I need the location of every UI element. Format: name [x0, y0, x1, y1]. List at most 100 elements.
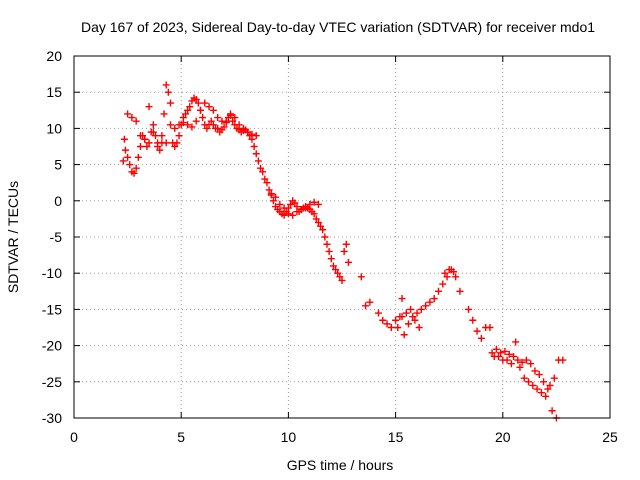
data-point [443, 273, 451, 281]
data-point [252, 150, 260, 158]
data-point [124, 153, 132, 161]
y-tick-label: -15 [42, 301, 62, 317]
data-point [201, 99, 209, 107]
data-point [156, 146, 164, 154]
data-point [186, 103, 194, 111]
data-point [181, 110, 189, 118]
data-point [149, 128, 157, 136]
data-point [392, 316, 400, 324]
grid [74, 56, 610, 418]
data-point [434, 287, 442, 295]
data-point [486, 324, 494, 331]
data-point [280, 211, 288, 219]
y-tick-label: 20 [46, 48, 62, 64]
data-point [402, 309, 410, 317]
data-point [134, 153, 142, 161]
data-point [254, 157, 262, 165]
data-points [119, 81, 567, 422]
data-point [510, 352, 518, 360]
data-point [214, 124, 222, 132]
data-point [417, 305, 425, 313]
data-point [527, 360, 535, 368]
data-point [559, 356, 567, 364]
x-tick-label: 0 [70, 429, 78, 445]
data-point [540, 378, 548, 386]
data-point [449, 268, 457, 276]
data-point [250, 143, 258, 150]
data-point [314, 219, 322, 227]
data-point [488, 349, 496, 357]
data-point [321, 233, 329, 241]
data-point [387, 324, 395, 331]
data-point [166, 99, 174, 107]
data-point [501, 347, 509, 355]
data-point [209, 121, 217, 129]
data-point [497, 349, 505, 357]
data-point [261, 175, 269, 183]
data-point [357, 273, 365, 281]
data-point [310, 210, 318, 218]
data-point [280, 204, 288, 212]
data-point [171, 124, 179, 132]
data-point [411, 316, 419, 324]
data-point [531, 367, 539, 375]
data-point [229, 117, 237, 125]
data-point [334, 269, 342, 277]
data-point [514, 356, 522, 364]
data-point [239, 124, 247, 132]
data-point [317, 222, 325, 230]
data-point [227, 110, 235, 118]
data-point [430, 295, 438, 303]
y-tick-label: -30 [42, 410, 62, 426]
data-point [415, 324, 423, 331]
x-tick-label: 25 [602, 429, 618, 445]
data-point [306, 200, 314, 208]
data-point [120, 135, 128, 143]
data-point [407, 305, 415, 313]
data-point [469, 316, 477, 324]
data-point [119, 157, 127, 165]
data-point [319, 226, 327, 234]
data-point [205, 103, 213, 111]
data-point [130, 169, 138, 177]
data-point [143, 143, 151, 150]
data-point [544, 385, 552, 393]
data-point [495, 352, 503, 360]
data-point [207, 117, 215, 125]
data-point [124, 110, 132, 118]
data-point [128, 114, 136, 122]
data-point [145, 139, 153, 147]
data-point [297, 205, 305, 213]
data-point [492, 345, 500, 353]
data-point [171, 143, 179, 150]
y-tick-label: -5 [50, 229, 63, 245]
data-point [132, 117, 140, 125]
data-point [325, 247, 333, 255]
data-point [293, 208, 301, 216]
data-point [257, 164, 265, 172]
data-point [231, 114, 239, 122]
data-point [248, 130, 256, 138]
data-point [537, 389, 545, 397]
data-point [362, 302, 370, 310]
data-point [310, 198, 318, 206]
data-point [149, 121, 157, 129]
data-point [179, 119, 187, 127]
data-point [199, 114, 207, 122]
data-point [439, 280, 447, 288]
y-tick-label: -20 [42, 338, 62, 354]
data-point [244, 128, 252, 136]
y-tick-label: 15 [46, 84, 62, 100]
data-point [121, 146, 129, 154]
data-point [175, 132, 183, 140]
data-point [269, 197, 277, 205]
y-axis-label: SDTVAR / TECUs [5, 181, 21, 293]
data-point [400, 331, 408, 339]
data-point [456, 287, 464, 295]
y-tick-label: 10 [46, 120, 62, 136]
data-point [533, 385, 541, 393]
data-point [235, 121, 243, 129]
data-point [214, 114, 222, 122]
data-point [464, 305, 472, 313]
data-point [550, 374, 558, 382]
